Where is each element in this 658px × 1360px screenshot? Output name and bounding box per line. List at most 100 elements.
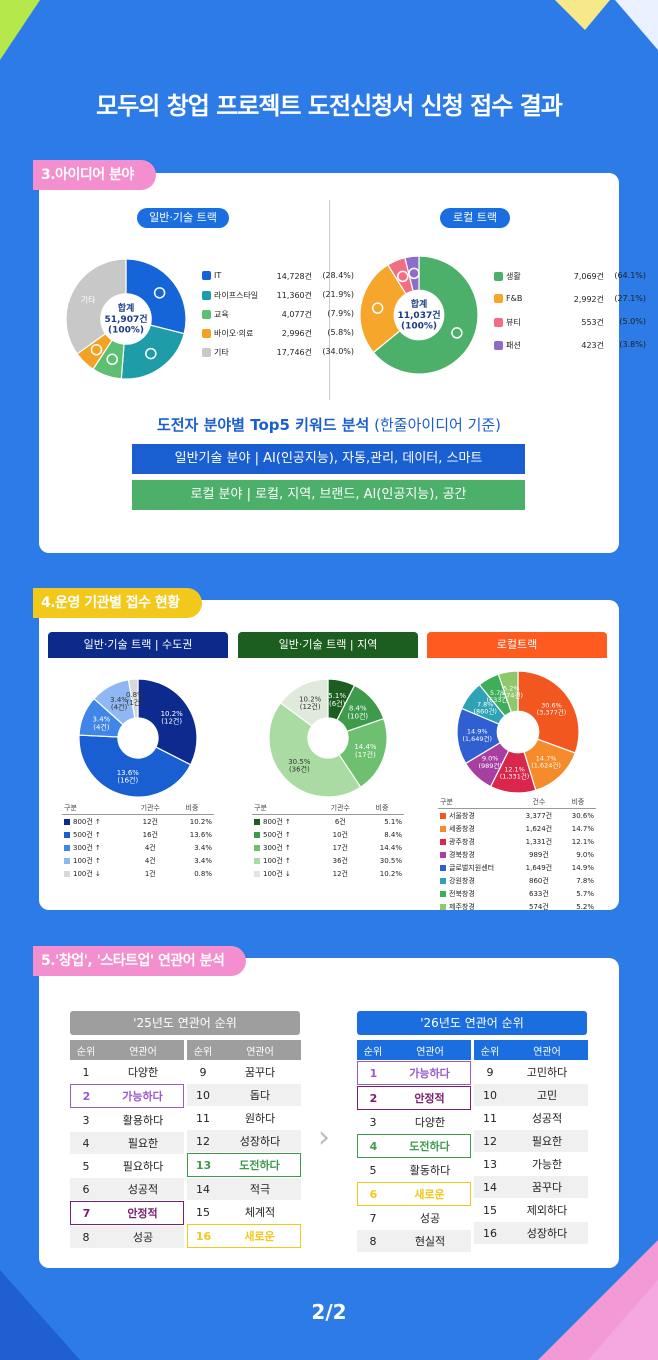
- page-number: 2/2: [311, 1300, 347, 1324]
- table-row: 12 성장하다: [187, 1130, 301, 1152]
- slice-4: [65, 258, 127, 355]
- table-cell: 30.5%: [379, 856, 402, 865]
- table-cell: 36건: [332, 856, 348, 865]
- table-cell: 강원창경: [438, 874, 518, 887]
- table-row: 3 활용하다: [70, 1109, 184, 1131]
- table-row: 6 성공적: [70, 1178, 184, 1200]
- lab-flask-icon: [202, 329, 211, 338]
- keyword-title: 도전자 분야별 Top5 키워드 분석 (한줄아이디어 기준): [39, 414, 619, 435]
- legend-count: 7,069건: [573, 272, 604, 281]
- metro-donut: 10.2% (12건)13.6% (16건)3.4% (4건)3.4% (4건)0.8%…: [78, 678, 198, 798]
- swatch-icon: [254, 844, 260, 851]
- table-row: 15 제외하다: [474, 1199, 588, 1221]
- table-row: 4 필요한: [70, 1132, 184, 1154]
- rank-word: 도전하다: [219, 1153, 301, 1177]
- table-row: 1 다양한: [70, 1061, 184, 1083]
- corner-deco-top-right: [555, 0, 658, 50]
- slice-label-0: 30.6% (3,377건): [537, 701, 567, 716]
- corner-deco-top-left: [0, 0, 40, 60]
- panel-divider: [329, 200, 330, 400]
- table-row: 11 원하다: [187, 1107, 301, 1129]
- swatch-icon: [254, 870, 260, 877]
- rank-number: 10: [474, 1084, 506, 1106]
- slice-0: [372, 255, 479, 375]
- card-head-local: 로컬트랙: [427, 632, 607, 658]
- rank-number: 7: [357, 1207, 389, 1229]
- table-cell: 광주창경: [438, 835, 518, 848]
- legend-item: F&B: [494, 294, 594, 303]
- rank-number: 12: [187, 1130, 219, 1152]
- rank-2025-title: '25년도 연관어 순위: [70, 1011, 300, 1035]
- table-cell: 3.4%: [194, 856, 212, 865]
- rank-number: 3: [357, 1111, 389, 1133]
- table-row: 16 성장하다: [474, 1222, 588, 1244]
- legend-count: 2,992건: [573, 295, 604, 304]
- legend-percent: (5.0%): [619, 317, 646, 326]
- rank-number: 12: [474, 1130, 506, 1152]
- rank-number: 6: [70, 1178, 102, 1200]
- rank-number: 9: [474, 1061, 506, 1083]
- rank-number: 15: [187, 1201, 219, 1223]
- swatch-icon: [254, 818, 260, 825]
- legend-label: 뷰티: [506, 318, 521, 327]
- table-row: 2 가능하다: [70, 1084, 184, 1108]
- table-row: 글로벌지원센터 1,649건 14.9%: [438, 861, 596, 874]
- table-header: 구분 기관수 비중: [252, 802, 404, 815]
- table-cell: 0.8%: [194, 869, 212, 878]
- table-header-cell: 순위: [357, 1040, 389, 1060]
- table-cell: 4건: [144, 856, 156, 865]
- table-cell: 1건: [144, 869, 156, 878]
- table-cell: 12건: [332, 869, 348, 878]
- card-general-region: 일반·기술 트랙 | 지역: [238, 632, 418, 880]
- rank-number: 5: [70, 1155, 102, 1177]
- slice-1: [120, 324, 185, 380]
- rank-number: 16: [474, 1222, 506, 1244]
- rank-word: 원하다: [219, 1107, 301, 1129]
- table-header-cell: 연관어: [219, 1040, 301, 1060]
- legend-percent: (3.8%): [619, 340, 646, 349]
- rank-word: 활용하다: [102, 1109, 184, 1131]
- legend-item: 뷰티: [494, 317, 594, 328]
- table-cell: 100건 ↓: [252, 867, 321, 880]
- rank-word: 활동하다: [389, 1159, 471, 1181]
- legend-count: 17,746건: [276, 348, 312, 357]
- slice-label-3: 30.5% (36건): [288, 758, 311, 774]
- table-header-cell: 연관어: [506, 1040, 588, 1060]
- keyword-title-note: (한줄아이디어 기준): [374, 416, 502, 434]
- legend-label: 라이프스타일: [214, 291, 259, 300]
- slice-label-4: 0.8% (1건): [126, 691, 144, 707]
- legend-count: 423건: [581, 341, 604, 350]
- legend-item: 패션: [494, 340, 594, 351]
- track-pill-general: 일반·기술 트랙: [137, 208, 229, 228]
- corner-deco-bottom-left: [0, 1270, 80, 1360]
- local-track-donut: 합계 11,037건 (100%): [359, 255, 479, 375]
- rank-word: 꿈꾸다: [506, 1176, 588, 1198]
- lipstick-icon: [494, 318, 503, 327]
- table-row: 1 가능하다: [357, 1061, 471, 1085]
- table-cell: 500건 ↑: [252, 828, 321, 841]
- dress-icon: [494, 341, 503, 350]
- keyword-bar-general: 일반기술 분야 | AI(인공지능), 자동,관리, 데이터, 스마트: [132, 444, 525, 474]
- rank-word: 성공적: [102, 1178, 184, 1200]
- swatch-icon: [254, 857, 260, 864]
- table-row: 7 성공: [357, 1207, 471, 1229]
- rank-number: 15: [474, 1199, 506, 1221]
- swatch-icon: [64, 857, 70, 864]
- slice-label-1: 14.7% (1,624건): [531, 754, 561, 769]
- table-header-cell: 기관수: [320, 802, 360, 815]
- region-table: 구분 기관수 비중 800건 ↑ 6건 5.1% 500건 ↑ 10건 8.4% 300건 ↑ 17…: [252, 802, 404, 880]
- table-header-cell: 비중: [359, 802, 404, 815]
- table-row: 100건 ↓ 12건 10.2%: [252, 867, 404, 880]
- table-cell: 30.6%: [571, 811, 594, 820]
- slice-label-1: 13.6% (16건): [117, 769, 140, 785]
- rank-2026-left-table: 순위 연관어 1 가능하다 2 안정적 3 다양한 4 도전하다 5 활동하다 6 새로운 7 성공 8 현실적: [357, 1039, 471, 1253]
- table-cell: 10.2%: [379, 869, 402, 878]
- rank-number: 11: [474, 1107, 506, 1129]
- rank-word: 성공: [389, 1207, 471, 1229]
- table-cell: 17건: [332, 843, 348, 852]
- table-row: 15 체계적: [187, 1201, 301, 1223]
- table-row: 300건 ↑ 4건 3.4%: [62, 841, 214, 854]
- table-cell: 9.0%: [576, 850, 594, 859]
- table-header-cell: 건수: [517, 796, 560, 809]
- lipstick-icon: [397, 270, 409, 283]
